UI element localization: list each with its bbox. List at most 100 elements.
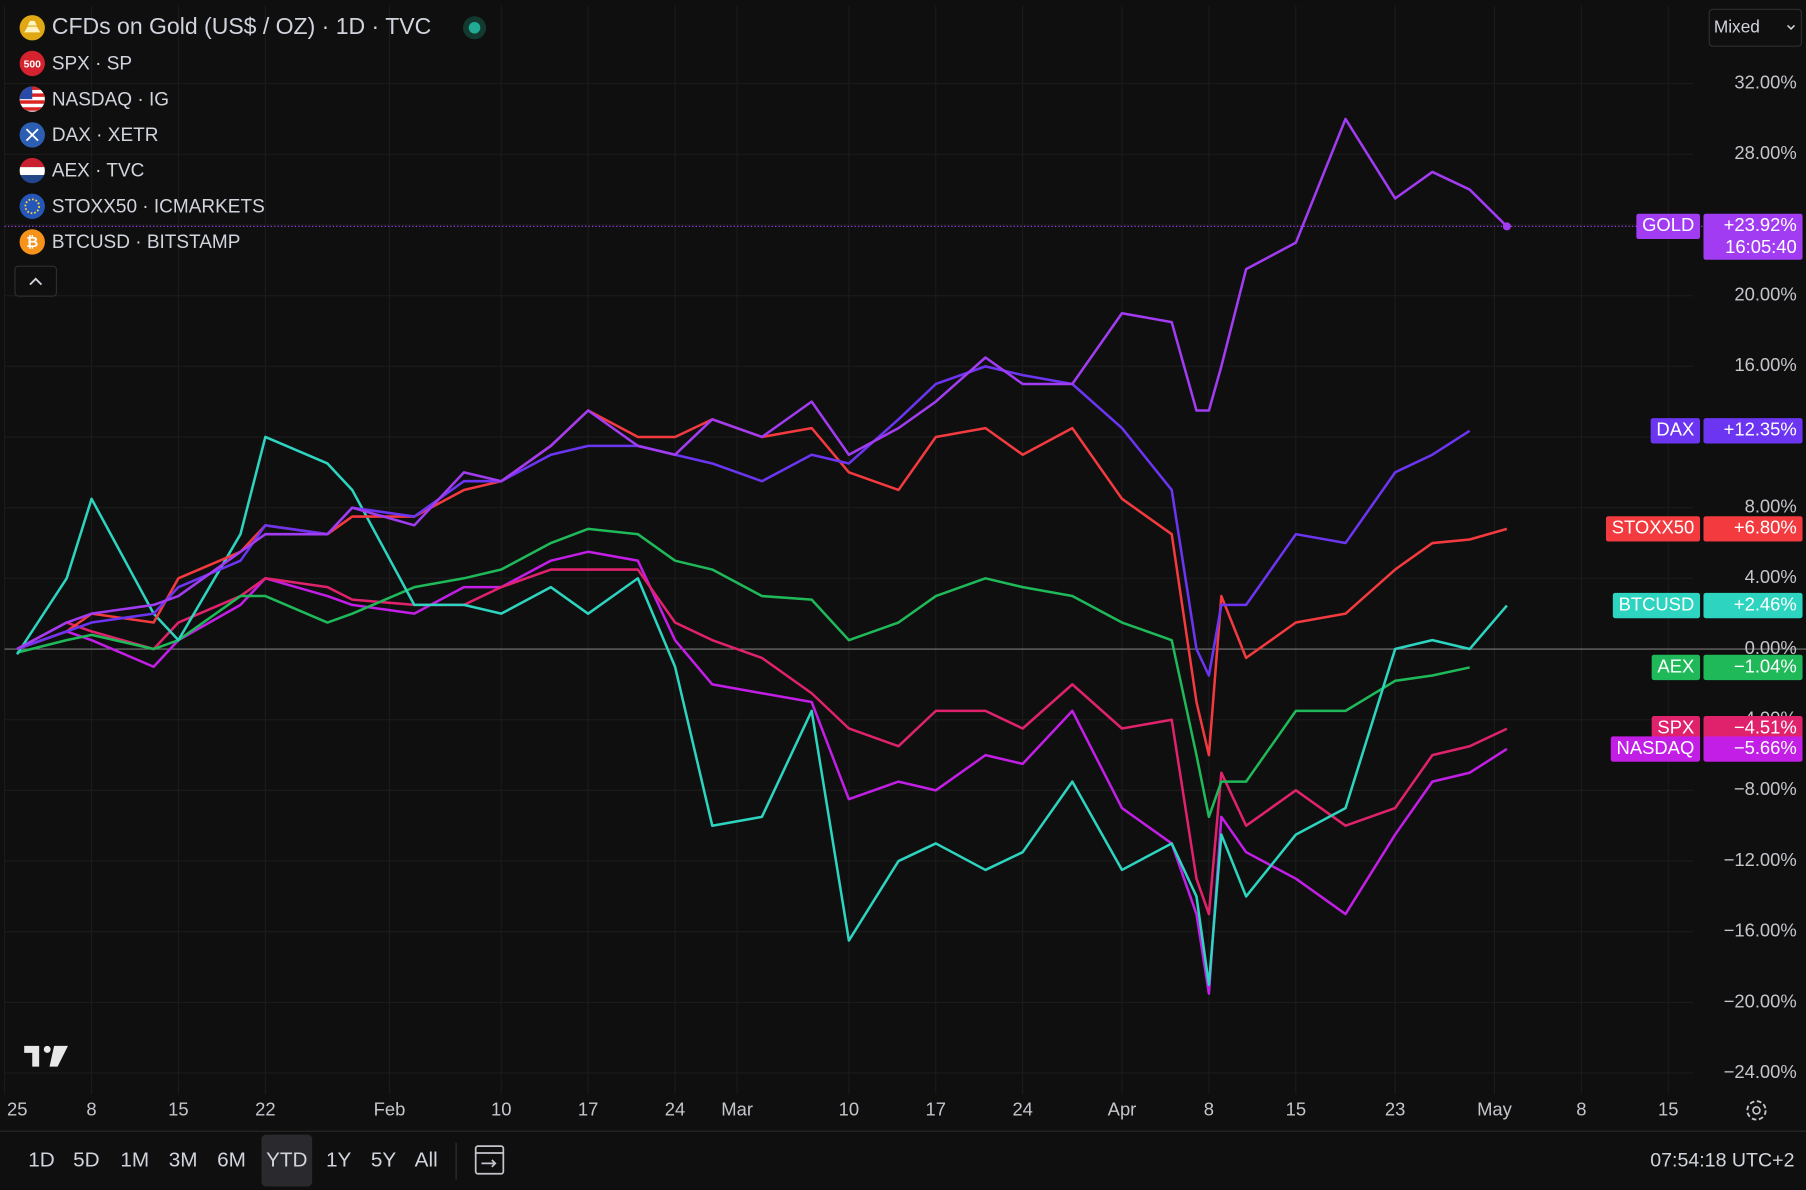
badge-value: +6.80% [1734,517,1797,538]
badge-name-box [1636,213,1701,240]
period-button[interactable]: 5Y [371,1149,397,1172]
x-tick-label: 24 [1012,1098,1032,1119]
badge-value: −5.66% [1734,737,1797,758]
period-button[interactable]: 3M [169,1149,198,1172]
series-badge[interactable]: +2.46% BTCUSD [1612,592,1803,619]
badge-value: +12.35% [1724,419,1797,440]
y-tick-label: 0.00% [1745,637,1797,658]
badge-value-box [1703,213,1803,260]
spx-icon-text: 500 [24,59,42,70]
badge-name: DAX [1656,419,1694,440]
x-tick-label: 17 [578,1098,598,1119]
series-line [16,365,1471,677]
stoxx-icon-stars [24,198,41,215]
period-button[interactable]: 1Y [326,1149,352,1172]
badge-name: GOLD [1642,214,1694,235]
badge-value-box [1703,592,1803,619]
legend-entry[interactable]: AEX · TVC [52,161,145,182]
series-badge[interactable]: −1.04% AEX [1651,654,1803,681]
x-tick-label: Feb [374,1098,406,1119]
badge-value: −1.04% [1734,655,1797,676]
scale-dropdown[interactable] [1708,8,1802,47]
x-tick-label: 25 [7,1098,27,1119]
period-button[interactable]: 1D [28,1149,55,1172]
period-button[interactable]: 1M [120,1149,149,1172]
y-tick-label: 20.00% [1734,283,1796,304]
series-badge[interactable]: +12.35% DAX [1650,418,1803,444]
badge-name: AEX [1657,655,1694,676]
x-tick-label: 23 [1385,1098,1405,1119]
settings-button[interactable] [1746,1100,1767,1121]
dax-icon-mark [25,128,39,142]
legend-entry[interactable]: DAX · XETR [52,125,159,146]
y-tick-label: 8.00% [1745,496,1797,517]
x-tick-label: 24 [665,1098,685,1119]
badge-value-box [1703,654,1803,681]
clock: 07:54:18 UTC+2 [1650,1149,1794,1171]
spx-icon [19,50,45,77]
badge-time: 16:05:40 [1725,236,1797,257]
series-badge[interactable]: −4.51% SPX [1651,716,1803,742]
period-button[interactable]: All [415,1149,438,1172]
legend: CFDs on Gold (US$ / OZ) · 1D · TVC 500 S… [14,13,487,297]
date-range-button[interactable] [474,1145,505,1175]
y-tick-label: −16.00% [1724,920,1797,941]
badge-value: +2.46% [1734,593,1797,614]
series-line [16,117,1508,651]
btc-icon-glyph: ₿ [26,234,38,251]
badge-name: NASDAQ [1617,737,1695,758]
y-tick-label: 32.00% [1734,71,1796,92]
y-tick-label: −12.00% [1724,849,1797,870]
status-dot [468,21,481,34]
x-tick-label: Apr [1108,1098,1137,1119]
x-tick-label: 15 [1658,1098,1678,1119]
x-tick-label: 15 [168,1098,188,1119]
x-tick-label: May [1477,1098,1513,1119]
badge-name-box [1605,516,1701,542]
y-tick-label: 4.00% [1745,566,1797,587]
badge-name-box [1612,592,1701,619]
series-line [15,435,1508,987]
series-badge[interactable]: −5.66% NASDAQ [1610,736,1803,762]
stoxx-icon [19,193,45,219]
period-button[interactable]: 5D [73,1149,100,1172]
legend-entry[interactable]: STOXX50 · ICMARKETS [52,196,265,217]
badge-value-box [1703,418,1803,444]
period-button[interactable]: 6M [217,1149,246,1172]
series-line [16,527,1470,819]
nasdaq-icon [19,86,45,112]
badge-name-box [1651,654,1701,681]
series-badge[interactable]: +6.80% STOXX50 [1605,516,1803,542]
plot-area: 25 8 15 22 Feb 10 17 24 Mar 10 17 24 Apr 8 15 23 May 8 15 3… [4,5,1806,1119]
x-tick-label: 8 [86,1098,96,1119]
badge-value-box [1703,716,1803,742]
btc-icon [19,229,45,255]
badge-name: BTCUSD [1619,593,1695,614]
legend-entry[interactable]: BTCUSD · BITSTAMP [52,232,241,253]
x-tick-label: 17 [926,1098,946,1119]
period-button[interactable]: YTD [266,1149,307,1172]
x-tick-label: 22 [255,1098,275,1119]
logo [24,1045,68,1067]
badge-value-box [1703,516,1803,542]
collapse-button[interactable] [14,265,58,297]
legend-entry[interactable]: NASDAQ · IG [52,89,169,110]
badge-name-box [1650,418,1701,444]
badge-name: SPX [1657,717,1694,738]
period-toolbar: 1D 5D 1M 3M 6M YTD 1Y 5Y All [28,1134,438,1187]
period-active-bg [261,1134,313,1187]
badge-value-box [1703,736,1803,762]
badge-name: STOXX50 [1612,517,1695,538]
x-tick-label: Mar [721,1098,753,1119]
last-point [1502,222,1511,231]
series-badge[interactable]: +23.92%16:05:40 GOLD [4,213,1803,260]
scale-mode: Mixed [1714,16,1760,36]
legend-title[interactable]: CFDs on Gold (US$ / OZ) · 1D · TVC [52,13,431,39]
y-tick-label: −8.00% [1734,778,1797,799]
badge-name-box [1651,716,1701,742]
gold-icon-bars [24,20,41,33]
dropdown-caret [1787,24,1796,30]
legend-entry[interactable]: SPX · SP [52,54,132,75]
